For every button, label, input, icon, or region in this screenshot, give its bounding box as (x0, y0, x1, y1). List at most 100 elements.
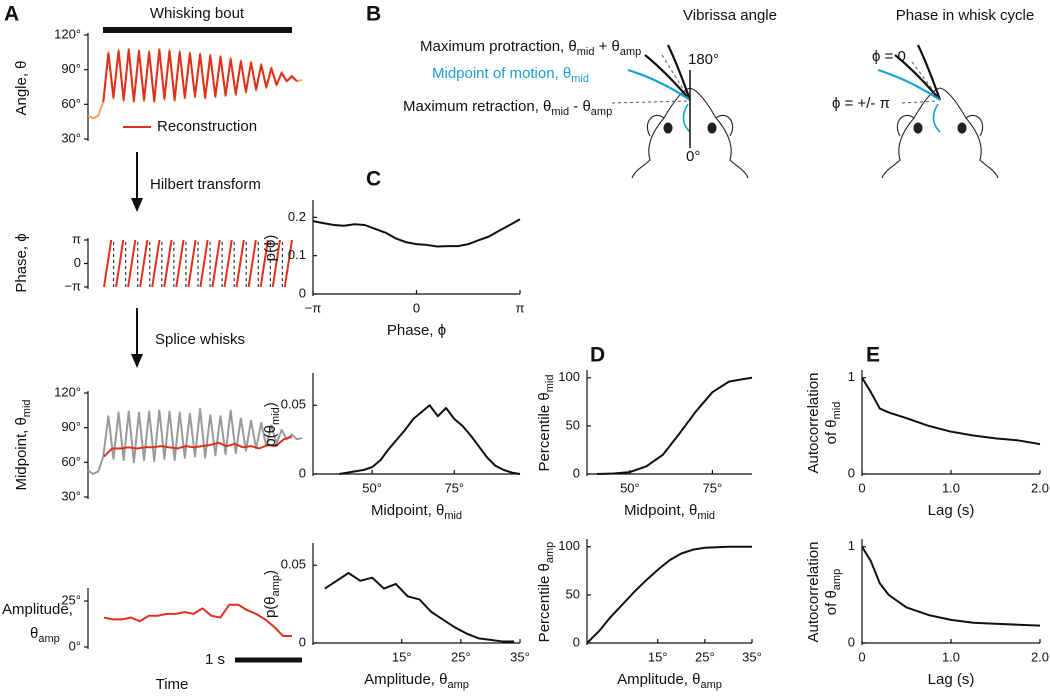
y-tick-label: 0 (573, 634, 580, 649)
x-tick-label: 0 (858, 649, 865, 664)
text-segment: of θ (823, 590, 840, 615)
subscript: mid (21, 399, 33, 417)
text-segment: Midpoint of motion, θ (432, 65, 571, 82)
data-line (339, 404, 521, 475)
y-axis-label: Phase, ϕ (13, 233, 30, 292)
x-tick-label: 0 (413, 300, 420, 315)
panel-label: D (590, 344, 605, 367)
annotation: Splice whisks (155, 331, 245, 348)
y-tick-label: 1 (848, 369, 855, 384)
data-line (87, 47, 303, 120)
y-tick-label: 90° (61, 61, 81, 76)
text-segment: Midpoint, θ (624, 502, 697, 519)
data-line (861, 377, 1041, 446)
subscript: mid (577, 46, 595, 58)
text-segment: Maximum protraction, θ (420, 38, 577, 55)
y-tick-label: 30° (61, 488, 81, 503)
x-axis-label: Amplitude, θamp (364, 671, 469, 691)
x-axis-label: Lag (s) (928, 671, 975, 688)
subscript: amp (447, 679, 468, 691)
y-tick-label: 30° (61, 130, 81, 145)
y-axis-label: θamp (30, 625, 60, 645)
x-tick-label: 35° (742, 649, 762, 664)
y-axis-label: p(ϕ) (262, 235, 279, 262)
diagram-label: Maximum retraction, θmid - θamp (403, 98, 612, 118)
x-tick-label: 2.0 (1031, 480, 1049, 495)
text-segment: Percentile θ (536, 563, 553, 642)
text-segment: Midpoint, θ (13, 417, 30, 490)
subscript: mid (831, 402, 843, 420)
text-segment: Amplitude, θ (617, 671, 700, 688)
x-tick-label: π (516, 300, 525, 315)
phase-label: ϕ = 0 (872, 48, 906, 65)
text-segment: Amplitude, θ (364, 671, 447, 688)
text-segment: ) (262, 570, 279, 575)
y-axis-label: of θamp (823, 569, 843, 615)
scale-bar-label: 1 s (205, 651, 225, 668)
diagram-title: Phase in whisk cycle (896, 7, 1034, 24)
subscript: amp (270, 575, 282, 596)
panel-label: A (4, 3, 19, 26)
panel-label: B (366, 3, 381, 26)
subscript: mid (444, 510, 462, 522)
x-tick-label: 1.0 (942, 480, 960, 495)
x-axis-label: Midpoint, θmid (371, 502, 462, 522)
text-segment: Autocorrelation (805, 373, 822, 474)
text-segment: of θ (823, 419, 840, 444)
y-tick-label: 120° (54, 384, 81, 399)
data-line (596, 376, 753, 475)
subscript: amp (700, 679, 721, 691)
subscript: mid (544, 375, 556, 393)
x-tick-label: 50° (620, 480, 640, 495)
data-line (102, 49, 298, 103)
legend-label: Reconstruction (157, 118, 257, 135)
y-tick-label: 0 (299, 634, 306, 649)
text-segment: θ (30, 625, 38, 642)
data-line (103, 603, 292, 637)
text-segment: Lag (s) (928, 502, 975, 519)
y-tick-label: 90° (61, 419, 81, 434)
panel-label: E (866, 344, 880, 367)
y-tick-label: 0.2 (288, 209, 306, 224)
x-tick-label: 0 (858, 480, 865, 495)
text-segment: - θ (569, 98, 591, 115)
y-tick-label: 0 (848, 465, 855, 480)
x-tick-label: 15° (392, 649, 412, 664)
diagram-label: Midpoint of motion, θmid (432, 65, 589, 85)
y-tick-label: π (72, 231, 81, 246)
y-axis-label: Percentile θmid (536, 375, 556, 472)
data-line (586, 545, 752, 644)
x-axis-label: Time (156, 676, 189, 693)
data-line (324, 572, 515, 643)
mouse-head (627, 44, 749, 179)
subscript: amp (591, 106, 612, 118)
subscript: mid (571, 73, 589, 85)
annotation: Whisking bout (150, 5, 245, 22)
y-axis-label: Autocorrelation (805, 542, 822, 643)
y-tick-label: 0.05 (281, 557, 306, 572)
y-tick-label: 50 (566, 586, 580, 601)
x-tick-label: 1.0 (942, 649, 960, 664)
text-segment: Lag (s) (928, 671, 975, 688)
subscript: mid (697, 510, 715, 522)
y-axis-label: Midpoint, θmid (13, 399, 33, 490)
y-axis-label: p(θamp) (262, 570, 282, 618)
y-tick-label: 60° (61, 96, 81, 111)
text-segment: Midpoint, θ (371, 502, 444, 519)
x-tick-label: 2.0 (1031, 649, 1049, 664)
y-tick-label: 0 (299, 465, 306, 480)
text-segment: p(θ (262, 425, 279, 447)
leader-line (901, 61, 939, 104)
y-tick-label: 0 (848, 634, 855, 649)
x-tick-label: 75° (703, 480, 723, 495)
y-tick-label: 0 (573, 465, 580, 480)
data-line (312, 218, 521, 248)
subscript: amp (620, 46, 641, 58)
text-segment: Angle, θ (13, 60, 30, 115)
annotation: Hilbert transform (150, 176, 261, 193)
x-tick-label: 35° (510, 649, 530, 664)
y-axis-label: Percentile θamp (536, 542, 556, 643)
y-axis-label: Autocorrelation (805, 373, 822, 474)
y-tick-label: 60° (61, 454, 81, 469)
